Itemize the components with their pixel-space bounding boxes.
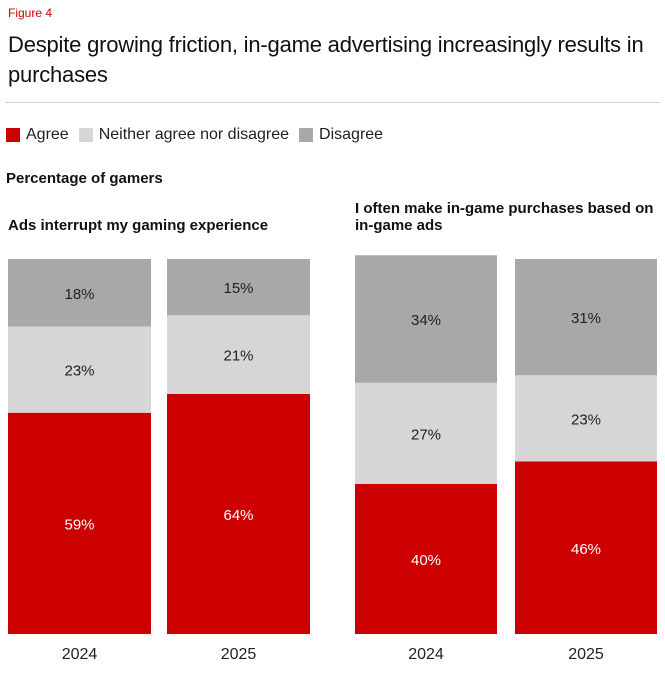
legend-item-neither: Neither agree nor disagree [78,126,290,144]
bar-segment-2-2025-agree [515,461,657,634]
legend-swatch-agree [6,128,20,142]
bar-segment-1-2025-disagree [167,259,310,316]
bar-segment-2-2025-neither-agree-nor-disagree [515,375,657,462]
panel-title-ads-interrupt: Ads interrupt my gaming experience [8,217,269,234]
data-label-2-2025-agree: 46% [571,541,601,558]
data-label-2-2025-disagree: 31% [571,310,601,327]
bar-segment-1-2024-disagree [8,259,151,327]
bar-segment-1-2025-agree [167,394,310,634]
bar-segment-2-2024-agree [355,484,497,634]
data-label-2-2024-neither-agree-nor-disagree: 27% [411,426,441,443]
legend-label-neither: Neither agree nor disagree [98,126,290,143]
legend-item-agree: Agree [6,126,69,144]
bar-segment-2-2025-disagree [515,259,657,376]
data-label-1-2025-agree: 64% [223,507,253,524]
data-label-2-2024-agree: 40% [411,552,441,569]
legend-item-disagree: Disagree [299,126,383,144]
legend-swatch-neither [78,128,93,142]
x-tick-label-2-2025: 2025 [568,646,604,663]
chart-title: Despite growing friction, in-game advert… [8,32,644,87]
data-label-2-2025-neither-agree-nor-disagree: 23% [571,411,601,428]
title-divider [5,102,660,103]
legend: Agree Neither agree nor disagree Disagre… [6,125,393,145]
data-label-2-2024-disagree: 34% [411,312,441,329]
x-tick-label-2-2024: 2024 [408,646,444,663]
bar-segment-2-2024-neither-agree-nor-disagree [355,382,497,484]
bar-segment-2-2024-disagree [355,255,497,383]
panel-title-purchases: I often make in-game purchases based on … [355,200,654,234]
chart-subtitle: Percentage of gamers [6,170,163,187]
data-label-1-2024-neither-agree-nor-disagree: 23% [64,363,94,380]
figure-label: Figure 4 [8,6,53,20]
data-label-1-2024-disagree: 18% [64,286,94,303]
bar-segment-1-2025-neither-agree-nor-disagree [167,315,310,394]
data-label-1-2024-agree: 59% [64,516,94,533]
bar-segment-1-2024-neither-agree-nor-disagree [8,326,151,413]
legend-swatch-disagree [299,128,314,142]
x-tick-label-1-2024: 2024 [62,646,98,663]
bar-segment-1-2024-agree [8,412,151,634]
legend-label-agree: Agree [26,126,69,143]
data-label-1-2025-neither-agree-nor-disagree: 21% [223,348,253,365]
data-label-1-2025-disagree: 15% [223,280,253,297]
x-tick-label-1-2025: 2025 [221,646,257,663]
legend-label-disagree: Disagree [319,126,384,143]
